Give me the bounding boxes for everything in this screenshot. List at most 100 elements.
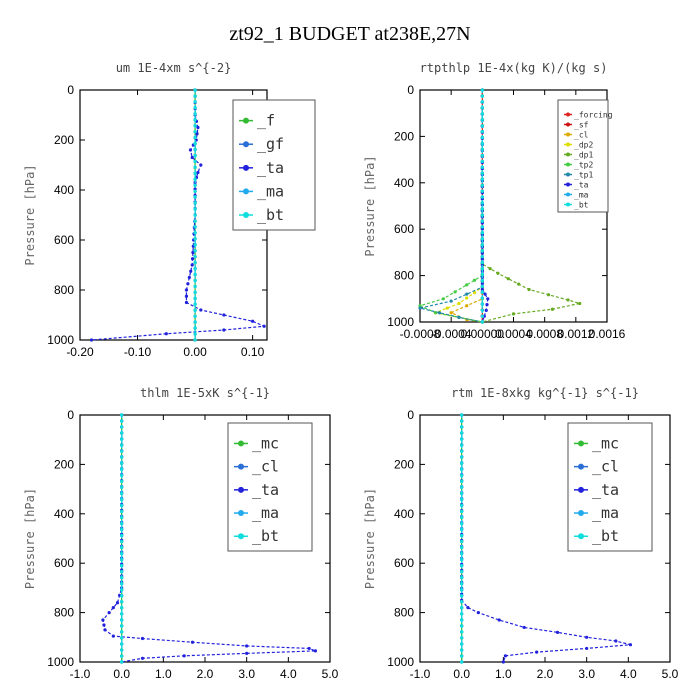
x-tick-label: 1.0: [495, 667, 512, 681]
data-point: [460, 564, 464, 568]
data-point: [480, 88, 484, 92]
data-point: [196, 170, 200, 175]
data-point: [193, 296, 197, 300]
series-dp2: [433, 88, 484, 324]
data-point: [466, 606, 470, 610]
data-point: [120, 564, 124, 568]
data-point: [120, 600, 124, 604]
y-tick-label: 800: [54, 606, 74, 620]
data-point: [120, 582, 124, 586]
data-point: [527, 287, 531, 292]
data-point: [460, 473, 464, 477]
data-point: [480, 320, 484, 324]
legend: _forcing_sf_cl_dp2_dp1_tp2_tp1_ta_ma_bt: [557, 99, 613, 213]
data-point: [193, 159, 197, 164]
data-point: [506, 277, 510, 281]
data-point: [120, 431, 124, 435]
data-point: [480, 243, 484, 247]
data-point: [522, 625, 526, 630]
y-tick-label: 1000: [387, 655, 414, 669]
data-point: [480, 231, 484, 235]
data-point: [460, 485, 464, 489]
x-tick-label: 0.0: [113, 667, 130, 681]
data-point: [460, 479, 464, 483]
y-tick-label: 600: [54, 556, 74, 570]
data-point: [193, 249, 197, 253]
legend-marker: [243, 212, 249, 219]
data-point: [546, 293, 551, 297]
legend-marker: [566, 182, 570, 187]
data-point: [460, 497, 464, 501]
data-point: [460, 431, 464, 435]
data-point: [480, 130, 484, 134]
legend-label: _gf: [257, 135, 284, 153]
panel-3: thlm 1E-5xK s^{-1} 0 200 400 600 800 1000-1.0 0…: [23, 386, 339, 681]
data-point: [120, 473, 124, 477]
x-tick-label: 0.0004: [495, 327, 532, 341]
legend-label: _ma: [592, 504, 619, 522]
y-tick-label: 200: [394, 457, 414, 471]
data-point: [103, 628, 107, 632]
y-axis-label: Pressure [hPa]: [363, 155, 377, 256]
data-point: [457, 301, 461, 306]
data-point: [120, 467, 124, 471]
legend-marker: [566, 112, 570, 117]
data-point: [188, 148, 193, 152]
data-point: [193, 118, 197, 122]
legend-label: _ta: [592, 481, 619, 499]
data-point: [460, 557, 464, 562]
data-point: [193, 88, 197, 92]
legend-marker: [578, 533, 584, 540]
data-point: [488, 267, 492, 271]
legend-label: _ta: [257, 159, 284, 177]
legend-label: _sf: [574, 121, 589, 130]
legend-marker: [238, 440, 244, 447]
data-point: [193, 237, 197, 241]
data-point: [517, 282, 521, 286]
data-point: [262, 324, 266, 328]
legend-label: _dp2: [574, 141, 593, 150]
panel-4: rtm 1E-8xkg kg^{-1} s^{-1} 0 200 400 600 800 1…: [363, 386, 679, 681]
data-point: [484, 308, 488, 312]
data-point: [460, 491, 464, 495]
data-point: [222, 328, 226, 332]
data-point: [460, 570, 464, 574]
data-point: [222, 313, 226, 317]
legend-marker: [566, 142, 570, 147]
data-point: [480, 260, 484, 265]
data-point: [193, 213, 197, 217]
x-tick-label: 0.0: [453, 667, 470, 681]
data-point: [555, 630, 560, 634]
data-point: [465, 304, 469, 308]
data-point: [418, 306, 422, 310]
data-point: [480, 249, 484, 253]
series-bt: [460, 413, 464, 664]
data-point: [120, 497, 124, 501]
data-point: [184, 294, 189, 298]
data-point: [120, 449, 124, 453]
data-point: [496, 271, 500, 275]
data-point: [460, 425, 464, 429]
data-point: [193, 100, 197, 104]
panel-title: um 1E-4xm s^{-2}: [116, 61, 232, 75]
x-tick-label: 3.0: [238, 667, 255, 681]
y-tick-label: 400: [394, 176, 414, 190]
legend-label: _cl: [592, 458, 619, 476]
data-point: [480, 287, 484, 292]
data-point: [120, 618, 124, 622]
data-point: [460, 624, 464, 628]
data-point: [480, 219, 484, 223]
data-point: [585, 635, 589, 639]
data-point: [120, 437, 124, 441]
data-point: [480, 94, 484, 98]
data-point: [193, 130, 197, 134]
data-point: [193, 225, 197, 229]
data-point: [196, 125, 200, 130]
data-point: [120, 570, 124, 574]
data-point: [480, 100, 484, 104]
data-point: [193, 189, 197, 193]
data-point: [460, 515, 464, 520]
legend-marker: [566, 162, 570, 167]
x-tick-label: 1.0: [155, 667, 172, 681]
data-point: [460, 551, 464, 556]
